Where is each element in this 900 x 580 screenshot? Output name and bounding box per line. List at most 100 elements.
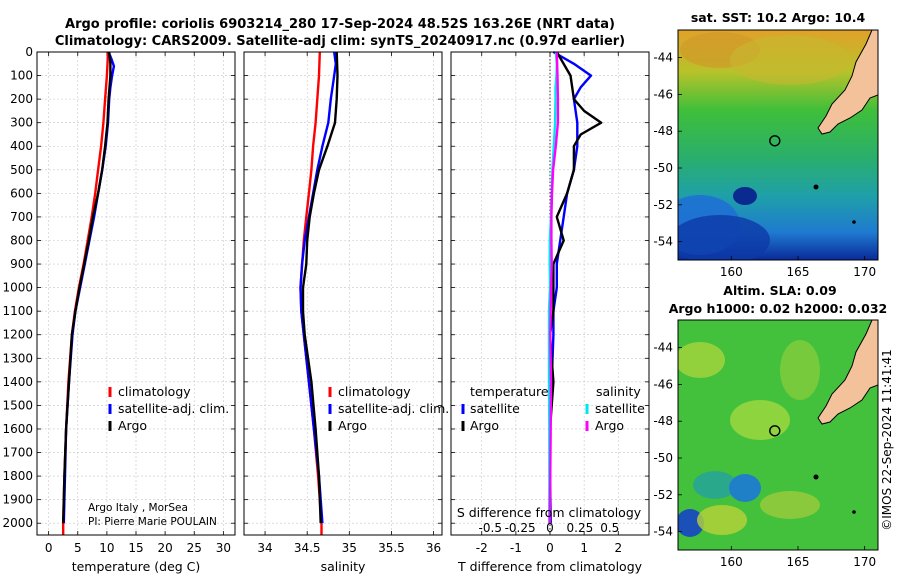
x-tick-label: 0: [45, 541, 53, 555]
x-tick-label: 1: [580, 541, 588, 555]
lat-tick-label: -48: [653, 414, 673, 428]
sla-map-axes: -44 -46 -48 -50 -52 -54 160 165 170: [653, 341, 876, 569]
s-tick-label: -0.5: [479, 521, 502, 535]
x-tick-label: 5: [74, 541, 82, 555]
sst-map-frame: [677, 29, 879, 261]
sst-map: -44 -46 -48 -50 -52 -54 160 165 170: [653, 29, 879, 279]
difference-profile-panel: -2 -1 0 1 2 T difference from climatology temp…: [450, 50, 650, 574]
legend-label: satellite: [470, 401, 520, 416]
x-tick-label: 10: [99, 541, 114, 555]
sla-high-patch: [760, 491, 820, 519]
lat-tick-label: -52: [653, 198, 673, 212]
depth-tick-label: 700: [10, 210, 33, 224]
series-line-argo: [62, 51, 112, 524]
sla-map-frame: [677, 319, 879, 551]
sla-high-patch: [678, 342, 725, 378]
sla-high-patch: [730, 400, 790, 440]
x-tick-label: 35.5: [378, 541, 405, 555]
x-tick-label: 2: [614, 541, 622, 555]
s-tick-label: -0.25: [505, 521, 536, 535]
lon-tick-label: 160: [720, 265, 743, 279]
sla-high-patch: [697, 505, 747, 535]
island: [813, 474, 819, 480]
lon-tick-label: 165: [787, 555, 810, 569]
x-axis-label: temperature (deg C): [72, 559, 201, 574]
x-tick-label: 34.5: [294, 541, 321, 555]
series-line-t-argo: [548, 51, 603, 524]
lon-tick-label: 170: [853, 555, 876, 569]
title-line-2: Climatology: CARS2009. Satellite-adj cli…: [55, 34, 625, 49]
lat-tick-label: -48: [653, 124, 673, 138]
sst-map-axes: -44 -46 -48 -50 -52 -54 160 165 170: [653, 51, 876, 279]
temperature-profile-panel: 0100200300400500600700800900100011001200…: [2, 45, 236, 574]
sla-low-patch: [693, 471, 737, 499]
lat-tick-label: -44: [653, 51, 673, 65]
land-new-zealand: [817, 320, 878, 425]
legend-label: satellite-adj. clim.: [338, 401, 449, 416]
depth-tick-label: 1900: [2, 493, 33, 507]
depth-tick-label: 1800: [2, 469, 33, 483]
series-line-satellite-adj-clim-: [299, 51, 337, 524]
x-tick-label: -1: [510, 541, 522, 555]
x-tick-label: 20: [157, 541, 172, 555]
x-tick-label: 25: [187, 541, 202, 555]
lat-tick-label: -44: [653, 341, 673, 355]
argo-float-marker: [769, 135, 781, 147]
x-tick-label: 15: [128, 541, 143, 555]
lat-tick-label: -50: [653, 161, 673, 175]
sla-map-title-2: Argo h1000: 0.02 h2000: 0.032: [669, 301, 888, 316]
island: [852, 510, 856, 514]
sla-low-eddy: [678, 509, 704, 537]
sla-high-patch: [780, 340, 820, 400]
sla-low-eddy: [729, 474, 761, 502]
info-line-2: PI: Pierre Marie POULAIN: [88, 516, 217, 528]
sst-cold-eddy: [733, 187, 757, 205]
legend-label: Argo: [118, 418, 147, 433]
depth-tick-label: 1100: [2, 304, 33, 318]
series-line-s-argo: [548, 51, 560, 524]
depth-tick-label: 400: [10, 139, 33, 153]
legend-title-temperature: temperature: [470, 384, 549, 399]
series-line-argo: [301, 51, 339, 524]
x-tick-label: -2: [476, 541, 488, 555]
salinity-profile-panel: 34 34.5 35 35.5 36 salinity climatology satelli…: [243, 51, 449, 574]
legend-label: Argo: [595, 418, 624, 433]
x-tick-label: 36: [426, 541, 441, 555]
depth-tick-label: 0: [25, 45, 33, 59]
x-axis-label: T difference from climatology: [457, 559, 643, 574]
sst-warm-patch: [730, 35, 850, 85]
plot-area: [244, 52, 442, 535]
s-tick-label: 0: [546, 521, 554, 535]
depth-tick-label: 1300: [2, 351, 33, 365]
depth-tick-label: 1000: [2, 281, 33, 295]
plot-frame: [36, 51, 236, 536]
x-tick-label: 30: [216, 541, 231, 555]
land-new-zealand: [817, 30, 878, 135]
plot-frame: [243, 51, 443, 536]
x-tick-label: 0: [546, 541, 554, 555]
island: [813, 184, 819, 190]
plot-frame: [450, 51, 650, 536]
info-line-1: Argo Italy , MorSea: [88, 502, 188, 514]
lat-tick-label: -46: [653, 87, 673, 101]
depth-tick-label: 800: [10, 233, 33, 247]
legend-label: Argo: [470, 418, 499, 433]
lat-tick-label: -54: [653, 235, 673, 249]
title-line-1: Argo profile: coriolis 6903214_280 17-Se…: [65, 17, 615, 32]
depth-tick-label: 1600: [2, 422, 33, 436]
legend-label: satellite-adj. clim.: [118, 401, 229, 416]
depth-tick-label: 1500: [2, 398, 33, 412]
sst-map-title: sat. SST: 10.2 Argo: 10.4: [691, 10, 866, 25]
lat-tick-label: -52: [653, 488, 673, 502]
x-tick-label: 35: [342, 541, 357, 555]
credit-stamp: ©IMOS 22-Sep-2024 11:41:41: [880, 349, 894, 531]
depth-tick-label: 600: [10, 186, 33, 200]
depth-tick-label: 100: [10, 69, 33, 83]
depth-tick-label: 1200: [2, 328, 33, 342]
legend-label: satellite: [595, 401, 645, 416]
depth-tick-label: 2000: [2, 516, 33, 530]
lat-tick-label: -54: [653, 525, 673, 539]
argo-float-marker: [769, 425, 781, 437]
x-axis-label: salinity: [321, 559, 366, 574]
